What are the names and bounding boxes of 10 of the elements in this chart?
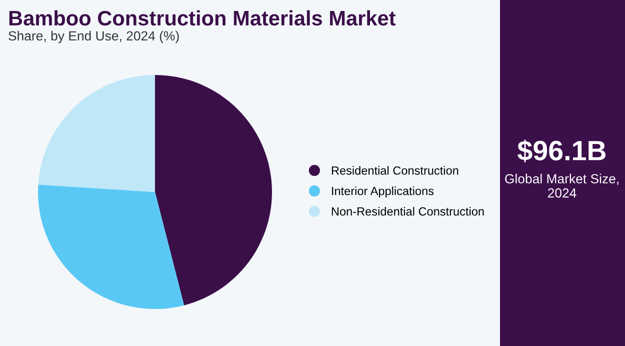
pie-slice <box>38 184 184 309</box>
text: $96.1B <box>518 140 606 162</box>
pie-slice <box>155 75 272 306</box>
chart-title: Bamboo Construction Materials Market <box>9 10 396 26</box>
text: Global Market Size, 2024 <box>505 174 618 198</box>
chart-subtitle: Share, by End Use, 2024 (%) <box>8 30 179 44</box>
legend-label: Non-Residential Construction <box>332 206 484 216</box>
pie-slice <box>38 75 155 192</box>
legend-label: Interior Applications <box>332 186 434 198</box>
legend-label: Residential Construction <box>332 166 458 175</box>
